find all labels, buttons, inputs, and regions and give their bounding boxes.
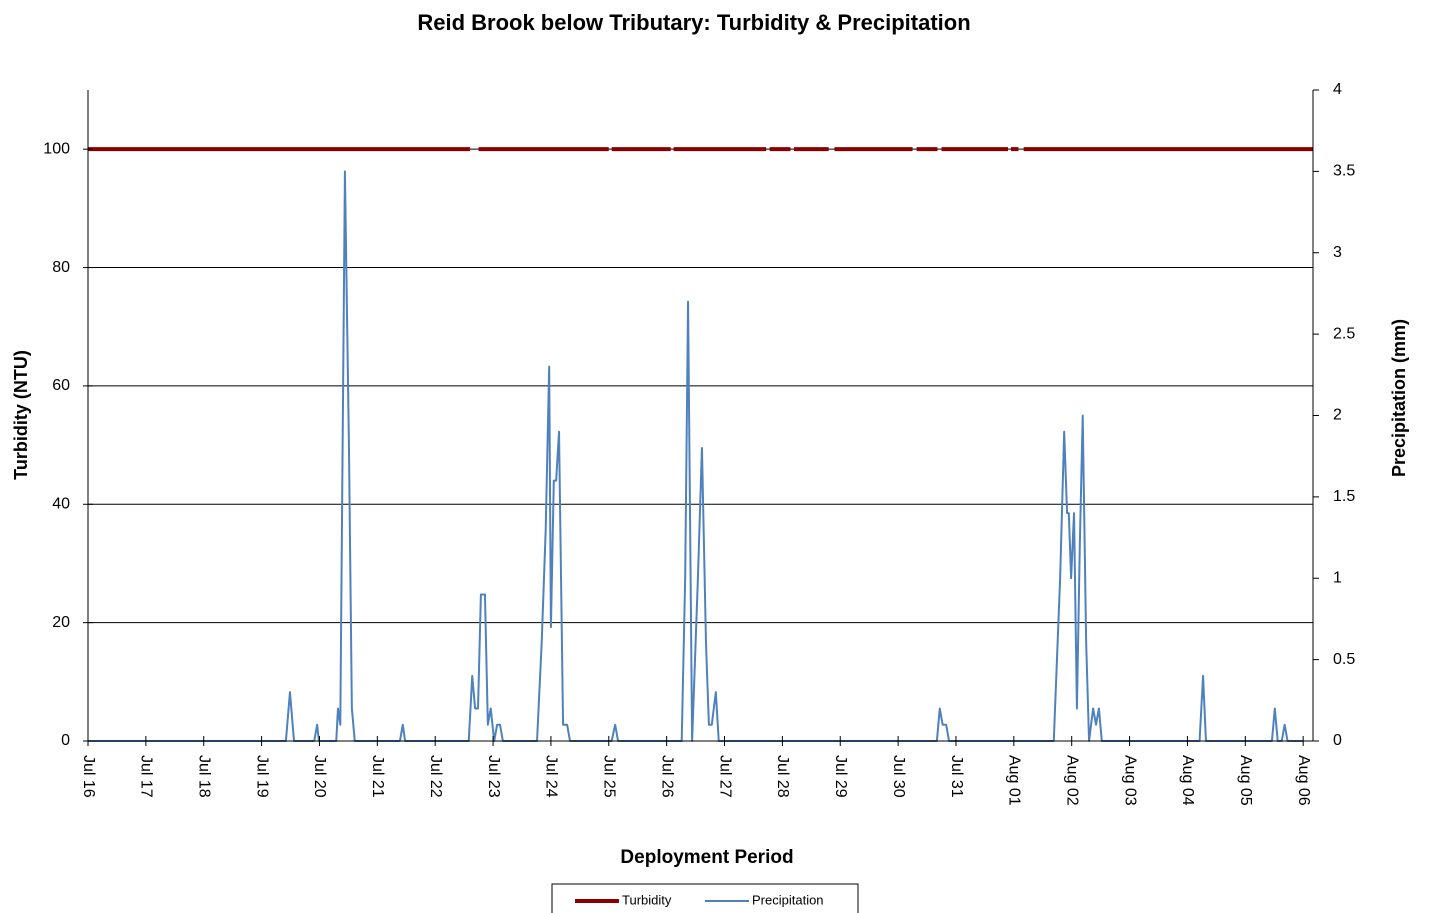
x-tick-label: Jul 18 xyxy=(195,755,212,798)
x-tick-label: Jul 26 xyxy=(658,755,675,798)
y-tick-label: 20 xyxy=(52,614,70,631)
legend xyxy=(551,883,859,913)
x-tick-label: Jul 28 xyxy=(774,755,791,798)
y-tick-label: 100 xyxy=(43,140,70,157)
x-tick-label: Aug 02 xyxy=(1063,755,1080,806)
x-tick-label: Jul 27 xyxy=(716,755,733,798)
x-tick-label: Jul 30 xyxy=(890,755,907,798)
x-tick-label: Aug 04 xyxy=(1179,755,1196,806)
x-tick-label: Jul 21 xyxy=(369,755,386,798)
y2-tick-label: 1.5 xyxy=(1333,488,1355,505)
x-tick-label: Jul 31 xyxy=(948,755,965,798)
plot-area xyxy=(88,147,1313,742)
y2-tick-label: 0.5 xyxy=(1333,651,1355,668)
x-tick-label: Jul 24 xyxy=(543,755,560,798)
y2-axis-label: Precipitation (mm) xyxy=(1389,319,1409,477)
x-tick-label: Aug 03 xyxy=(1121,755,1138,806)
chart-title: Reid Brook below Tributary: Turbidity & … xyxy=(417,10,970,35)
x-tick-label: Jul 17 xyxy=(138,755,155,798)
y-tick-label: 0 xyxy=(61,732,70,749)
x-tick-label: Jul 23 xyxy=(485,755,502,798)
y-axis-label: Turbidity (NTU) xyxy=(11,350,31,480)
x-tick-label: Aug 05 xyxy=(1237,755,1254,806)
legend-label: Precipitation xyxy=(752,892,824,907)
series-line xyxy=(88,170,1304,742)
y2-tick-label: 3.5 xyxy=(1333,163,1355,180)
x-tick-label: Aug 01 xyxy=(1006,755,1023,806)
y2-tick-label: 0 xyxy=(1333,732,1342,749)
y2-tick-label: 4 xyxy=(1333,81,1342,98)
x-tick-label: Jul 16 xyxy=(80,755,97,798)
legend-label: Turbidity xyxy=(622,892,672,907)
y2-tick-label: 1 xyxy=(1333,569,1342,586)
x-axis-label: Deployment Period xyxy=(620,847,793,868)
x-tick-label: Jul 22 xyxy=(427,755,444,798)
x-tick-label: Jul 29 xyxy=(832,755,849,798)
y2-tick-label: 3 xyxy=(1333,244,1342,261)
y-tick-label: 40 xyxy=(52,495,70,512)
x-tick-label: Jul 20 xyxy=(311,755,328,798)
x-tick-label: Jul 25 xyxy=(601,755,618,798)
y-tick-label: 80 xyxy=(52,259,70,276)
x-tick-label: Aug 06 xyxy=(1295,755,1312,806)
x-tick-label: Jul 19 xyxy=(253,755,270,798)
y2-tick-label: 2 xyxy=(1333,407,1342,424)
y-tick-label: 60 xyxy=(52,377,70,394)
y2-tick-label: 2.5 xyxy=(1333,325,1355,342)
